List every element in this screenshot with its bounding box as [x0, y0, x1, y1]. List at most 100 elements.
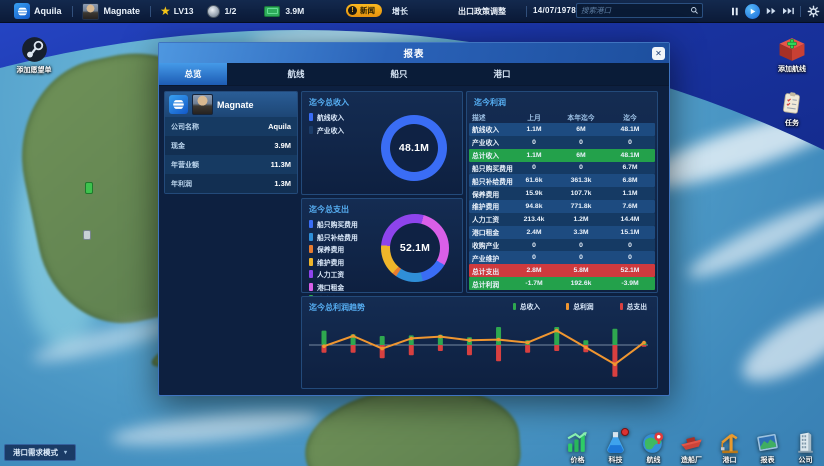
total-expenses-panel: 迄今总支出 船只购买费用船只补给费用保养费用维护费用人力工资港口租金收购产业 5… — [301, 198, 463, 304]
profit-row-value: 1.1M — [526, 125, 542, 133]
profit-row-value: 5.8M — [573, 267, 589, 275]
search-icon[interactable] — [690, 6, 702, 15]
legend-label: 人力工资 — [317, 272, 345, 279]
dock-item-价格[interactable]: 价格 — [561, 430, 594, 465]
notification-badge — [621, 428, 629, 436]
player-name: Magnate — [103, 6, 141, 16]
profit-table-header: 描述 上月 本年迄今 迄今 — [467, 110, 657, 123]
company-logo-icon[interactable] — [14, 3, 30, 19]
modal-tabs: 总览 航线 船只 港口 — [159, 63, 669, 86]
player-avatar — [192, 94, 213, 115]
add-route-label: 添加航线 — [778, 66, 806, 73]
legend-swatch — [619, 302, 623, 310]
profit-row-value: 0 — [628, 241, 632, 249]
steam-wishlist-widget[interactable]: 添加愿望单 — [8, 36, 60, 75]
profit-table-header-cell: 描述 — [472, 114, 486, 122]
dock-item-港口[interactable]: 港口 — [713, 430, 746, 465]
trend-legend: 总收入 总利润 总支出 — [512, 301, 647, 311]
company-card-header: Magnate — [165, 92, 297, 117]
news-badge[interactable]: ! 新闻 — [346, 4, 382, 17]
revenue-bars — [321, 327, 647, 345]
company-name: Aquila — [34, 6, 62, 16]
pause-icon[interactable] — [731, 7, 739, 16]
search-input[interactable] — [577, 6, 690, 15]
profit-row-label: 总计利润 — [472, 281, 500, 289]
company-icon — [793, 430, 818, 455]
profit-row-value: -1.7M — [525, 280, 543, 288]
fast-forward-icon[interactable] — [766, 7, 777, 15]
player-avatar[interactable] — [81, 2, 99, 20]
profit-table-header-cell: 上月 — [527, 114, 541, 122]
add-route-button[interactable]: 添加航线 — [776, 36, 808, 74]
profit-row-label: 保养费用 — [472, 191, 500, 199]
profit-row-value: 2.4M — [526, 228, 542, 236]
profit-row-value: 6M — [576, 151, 586, 159]
panel-title: 迄今总收入 — [309, 98, 349, 107]
prices-icon — [565, 430, 590, 455]
tab-overview[interactable]: 总览 — [159, 63, 227, 85]
player-level: LV13 — [173, 6, 194, 16]
tab-ports[interactable]: 港口 — [493, 69, 511, 79]
legend-item: 航线收入 — [309, 112, 455, 122]
port-marker-green[interactable] — [85, 182, 93, 194]
tasks-button[interactable]: 任务 — [779, 90, 805, 128]
dock-item-公司[interactable]: 公司 — [789, 430, 822, 465]
profit-table-header-cell: 迄今 — [623, 114, 637, 122]
company-info-row: 年利润 1.3M — [165, 174, 297, 193]
profit-row-label: 总计收入 — [472, 153, 500, 161]
company-summary-card: Magnate 公司名称 Aquila 现金 3.9M 年营业额 11.3M 年利润 1.3M — [164, 91, 298, 194]
profit-row-value: 61.6k — [525, 177, 543, 185]
profit-row-value: 0 — [532, 138, 536, 146]
tab-ships[interactable]: 船只 — [390, 69, 408, 79]
company-info-label: 现金 — [171, 142, 185, 150]
dock-item-造船厂[interactable]: 造船厂 — [675, 430, 708, 465]
legend-swatch — [512, 302, 516, 310]
shipyard-icon — [679, 430, 704, 455]
news-headline[interactable]: 出口政策调整 — [458, 7, 506, 16]
dock-item-报表[interactable]: 报表 — [751, 430, 784, 465]
revenue-donut-chart: 48.1M — [381, 115, 447, 181]
tasks-label: 任务 — [785, 120, 799, 127]
dock-item-label: 港口 — [722, 457, 737, 464]
profit-table-row: 人力工资 213.4k 1.2M 14.4M — [469, 212, 655, 226]
company-info-rows: 公司名称 Aquila 现金 3.9M 年营业额 11.3M 年利润 1.3M — [165, 117, 297, 193]
profit-row-value: 0 — [579, 138, 583, 146]
legend-item: 船只购买费用 — [309, 219, 455, 229]
play-button[interactable] — [745, 3, 760, 19]
legend-item: 船只补给费用 — [309, 232, 455, 242]
routes-icon — [641, 430, 666, 455]
add-route-cube-icon — [779, 38, 805, 61]
company-info-value: Aquila — [268, 122, 291, 131]
company-info-value: 11.3M — [270, 160, 291, 169]
company-info-row: 现金 3.9M — [165, 136, 297, 155]
port-demand-mode-button[interactable]: 港口需求模式 ▾ — [4, 444, 77, 461]
dock-item-航线[interactable]: 航线 — [637, 430, 670, 465]
profit-row-value: 0 — [532, 164, 536, 172]
panel-title: 迄今总支出 — [309, 205, 349, 214]
game-date: 14/07/1978 — [533, 6, 577, 15]
divider — [800, 5, 801, 17]
profit-line-markers — [322, 328, 646, 366]
profit-row-label: 人力工资 — [472, 217, 500, 225]
dock-item-科技[interactable]: 科技 — [599, 428, 632, 465]
news-ticker-text: 增长 — [392, 7, 408, 16]
port-marker-gray[interactable] — [83, 230, 91, 240]
tech-icon — [603, 428, 629, 455]
company-info-value: 1.3M — [274, 179, 291, 188]
port-search-box — [576, 3, 703, 18]
profit-row-value: 6.8M — [622, 177, 638, 185]
tab-routes[interactable]: 航线 — [287, 69, 305, 79]
legend-label: 总利润 — [573, 304, 594, 311]
legend-label: 产业收入 — [317, 127, 345, 135]
legend-item: 维护费用 — [309, 257, 455, 267]
modal-header[interactable]: 报表 ✕ — [159, 43, 669, 63]
profit-row-value: 0 — [579, 241, 583, 249]
close-icon[interactable]: ✕ — [652, 46, 665, 60]
legend-label: 港口租金 — [317, 284, 345, 292]
fastest-forward-icon[interactable] — [783, 7, 794, 15]
settings-gear-icon[interactable] — [807, 5, 820, 18]
legend-swatch — [566, 302, 570, 310]
legend-item: 港口租金 — [309, 282, 455, 292]
dock-item-label: 航线 — [646, 457, 661, 464]
expenses-total: 52.1M — [399, 242, 431, 254]
